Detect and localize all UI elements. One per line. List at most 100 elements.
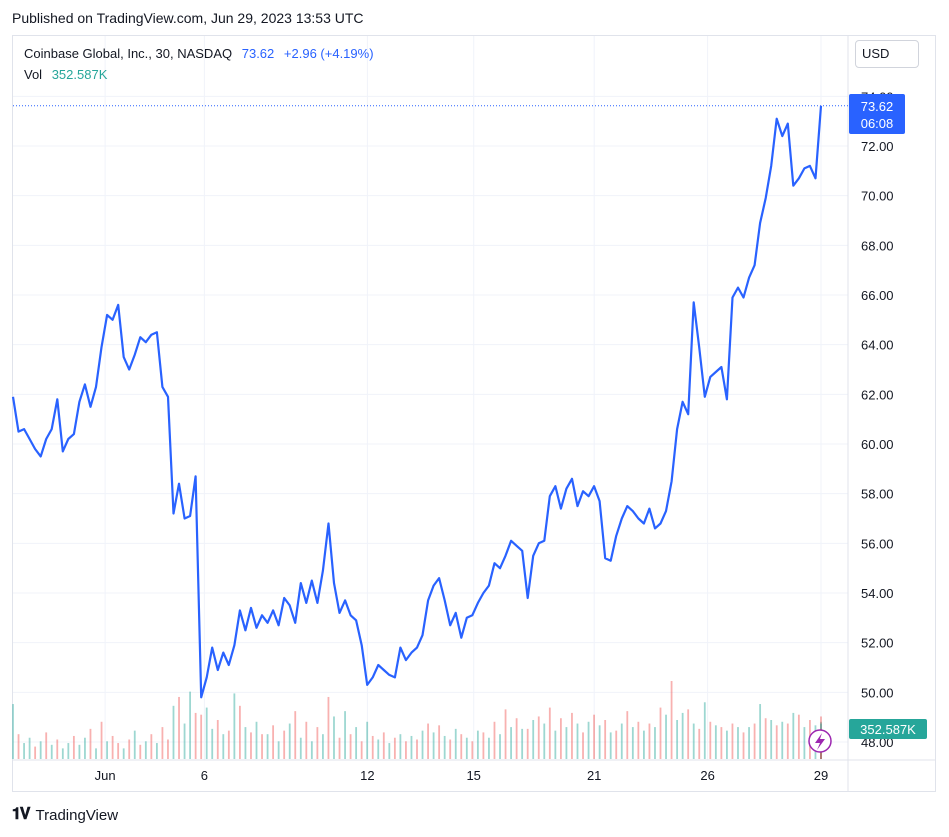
volume-bar <box>227 730 230 759</box>
volume-bar <box>687 709 690 759</box>
x-tick-label: 26 <box>700 768 714 783</box>
volume-bar <box>239 705 241 759</box>
volume-bar <box>504 709 507 759</box>
volume-bar <box>781 721 784 759</box>
volume-bar <box>659 707 662 759</box>
volume-bar <box>382 732 385 759</box>
volume-bar <box>454 728 457 759</box>
volume-bar <box>39 741 42 759</box>
volume-bar <box>338 737 341 759</box>
volume-bar <box>360 741 363 759</box>
volume-bar <box>155 743 158 759</box>
currency-button[interactable]: USD <box>855 40 919 68</box>
y-tick-label: 58.00 <box>861 487 894 502</box>
volume-bar <box>488 737 490 759</box>
volume-bar <box>34 746 37 759</box>
volume-bar <box>643 730 645 759</box>
volume-bar <box>366 721 369 759</box>
volume-bar <box>45 732 48 759</box>
price-badge-value: 73.62 <box>861 99 894 114</box>
y-tick-label: 54.00 <box>861 586 894 601</box>
volume-bar <box>128 739 131 759</box>
volume-bar <box>443 735 446 759</box>
lightning-icon[interactable] <box>808 729 832 753</box>
volume-bar <box>615 730 618 759</box>
volume-bar <box>78 744 81 759</box>
volume-bar <box>222 734 225 759</box>
volume-bar <box>106 741 108 759</box>
volume-bar <box>637 721 640 759</box>
x-tick-label: 15 <box>466 768 480 783</box>
volume-bar <box>449 739 452 759</box>
volume-bar <box>654 727 656 759</box>
volume-bar <box>322 734 324 759</box>
volume-bar <box>95 748 97 759</box>
symbol-legend[interactable]: Coinbase Global, Inc., 30, NASDAQ 73.62 … <box>24 46 374 61</box>
chart-frame <box>12 35 936 792</box>
volume-bar <box>250 732 252 759</box>
volume-bar <box>499 734 501 759</box>
volume-bar <box>493 721 496 759</box>
tradingview-brand[interactable]: 𝟏𝐕 TradingView <box>12 806 118 824</box>
volume-bar <box>532 720 535 759</box>
volume-bar <box>759 704 762 759</box>
volume-bar <box>748 727 750 759</box>
volume-bar <box>432 732 435 759</box>
volume-bar <box>521 728 524 759</box>
volume-bar <box>216 720 219 759</box>
volume-bar <box>50 744 53 759</box>
volume-bar <box>676 720 679 759</box>
volume-bar <box>150 734 153 759</box>
volume-bar <box>775 725 778 759</box>
y-tick-label: 68.00 <box>861 238 894 253</box>
volume-bar <box>28 737 31 759</box>
volume-bar <box>194 712 197 759</box>
volume-bar <box>172 705 175 759</box>
y-tick-label: 62.00 <box>861 387 894 402</box>
y-tick-label: 64.00 <box>861 338 894 353</box>
volume-bar <box>67 743 70 759</box>
volume-bar <box>316 727 319 759</box>
y-tick-label: 70.00 <box>861 189 894 204</box>
volume-bar <box>510 727 512 759</box>
volume-bar <box>349 734 352 759</box>
volume-bar <box>753 723 756 759</box>
volume-bar <box>548 707 551 759</box>
volume-bar <box>593 714 595 759</box>
volume-bar <box>803 727 806 759</box>
volume-bar <box>84 737 86 759</box>
volume-bar <box>731 723 734 759</box>
volume-bar <box>178 696 180 759</box>
x-tick-label: 6 <box>201 768 208 783</box>
published-caption: Published on TradingView.com, Jun 29, 20… <box>12 10 364 26</box>
volume-badge <box>849 719 927 739</box>
volume-bar <box>692 723 695 759</box>
volume-bar <box>244 727 247 759</box>
volume-bar <box>72 735 75 759</box>
volume-bar <box>100 721 103 759</box>
volume-bar <box>482 732 485 759</box>
volume-bar <box>12 704 14 759</box>
x-tick-label: 29 <box>814 768 828 783</box>
volume-bar <box>89 728 92 759</box>
volume-bar <box>609 732 612 759</box>
volume-bar <box>17 734 20 759</box>
price-badge-countdown: 06:08 <box>861 116 894 131</box>
volume-bar <box>465 737 468 759</box>
volume-bar <box>571 712 573 759</box>
volume-bar <box>23 743 25 759</box>
volume-bar <box>200 714 203 759</box>
volume-bar <box>620 723 623 759</box>
volume-bar <box>565 727 568 759</box>
y-tick-label: 52.00 <box>861 636 894 651</box>
volume-bar <box>189 691 191 759</box>
volume-bar <box>698 728 701 759</box>
brand-name: TradingView <box>35 806 119 824</box>
volume-bar <box>737 727 739 759</box>
y-tick-label: 56.00 <box>861 536 894 551</box>
x-tick-label: 12 <box>360 768 374 783</box>
volume-bar <box>399 734 402 759</box>
volume-bar <box>388 743 391 759</box>
volume-legend[interactable]: Vol 352.587K <box>24 67 107 82</box>
